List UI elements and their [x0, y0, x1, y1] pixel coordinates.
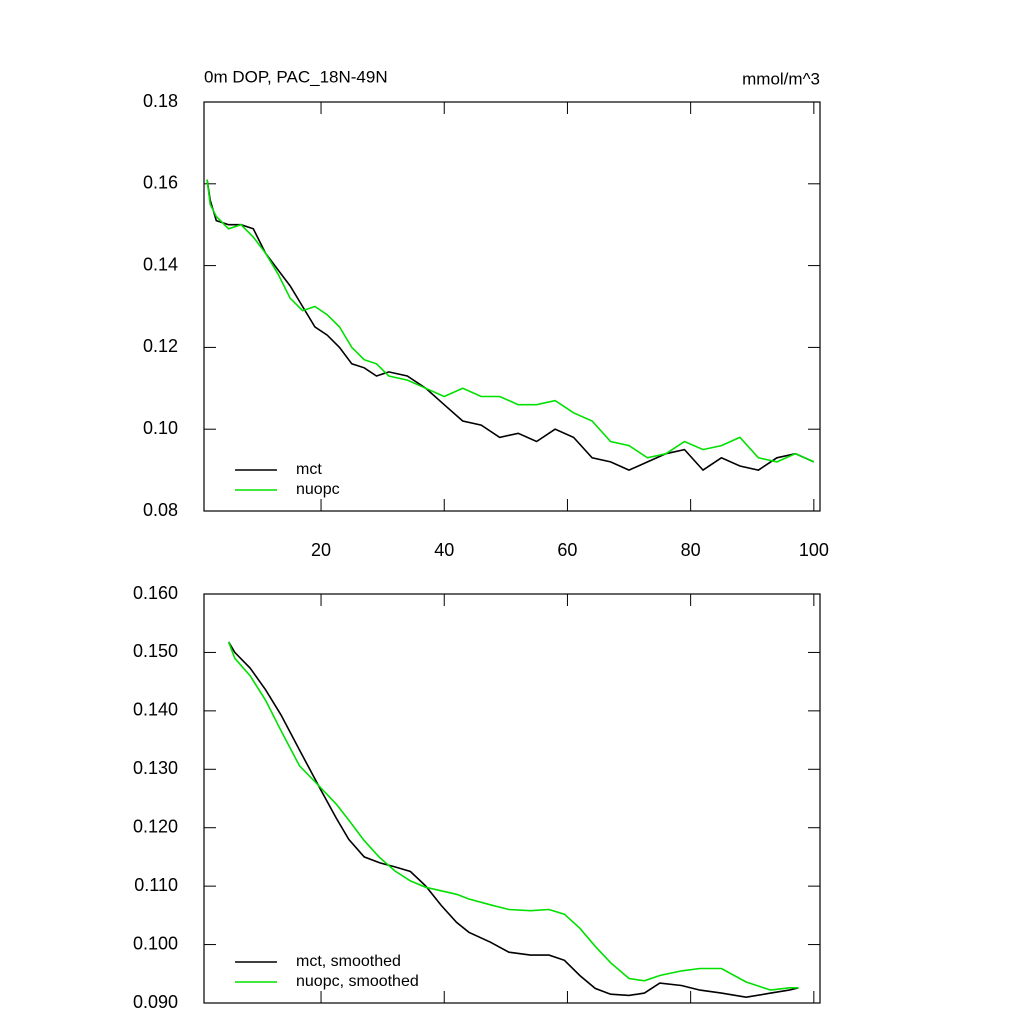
x-tick-label: 40: [434, 540, 454, 560]
y-tick-label: 0.160: [133, 583, 178, 603]
legend-label: nuopc: [296, 481, 340, 498]
plot-frame: [203, 593, 821, 1004]
y-tick-label: 0.16: [143, 173, 178, 193]
y-tick-label: 0.12: [143, 336, 178, 356]
series-line: [227, 641, 799, 999]
y-tick-label: 0.140: [133, 700, 178, 720]
series-line: [206, 179, 815, 463]
y-tick-label: 0.10: [143, 418, 178, 438]
y-tick-label: 0.08: [143, 500, 178, 520]
y-tick-label: 0.120: [133, 816, 178, 836]
chart-title: 0m DOP, PAC_18N-49N: [204, 67, 388, 86]
y-tick-label: 0.150: [133, 641, 178, 661]
legend-label: mct: [296, 461, 322, 478]
legend-label: nuopc, smoothed: [296, 973, 419, 990]
legend-label: mct, smoothed: [296, 953, 401, 970]
series-line: [206, 179, 815, 472]
x-tick-label: 100: [799, 540, 829, 560]
series-line: [227, 641, 799, 991]
x-tick-label: 20: [311, 540, 331, 560]
y-tick-label: 0.130: [133, 758, 178, 778]
plot-frame: [203, 101, 821, 512]
x-tick-label: 80: [681, 540, 701, 560]
y-tick-label: 0.110: [134, 875, 178, 895]
x-tick-label: 60: [557, 540, 577, 560]
units-label: mmol/m^3: [742, 69, 820, 88]
y-tick-label: 0.18: [143, 91, 178, 111]
y-tick-label: 0.100: [133, 933, 178, 953]
y-tick-label: 0.14: [143, 254, 178, 274]
y-tick-label: 0.090: [133, 992, 178, 1012]
